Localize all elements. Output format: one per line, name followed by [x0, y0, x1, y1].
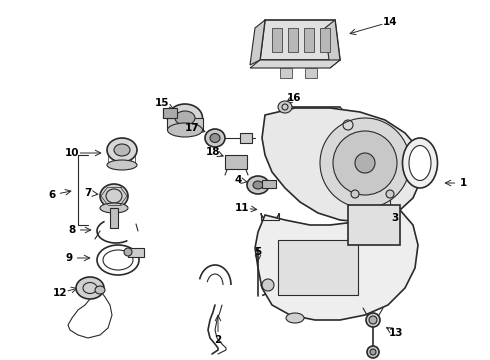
Ellipse shape: [253, 181, 263, 189]
Bar: [128, 248, 144, 257]
Bar: [240, 133, 252, 143]
Ellipse shape: [107, 138, 137, 162]
Ellipse shape: [124, 248, 132, 256]
Bar: [110, 208, 118, 228]
Bar: [163, 108, 177, 118]
Bar: [288, 28, 298, 52]
Ellipse shape: [100, 184, 128, 208]
Ellipse shape: [114, 144, 130, 156]
Ellipse shape: [333, 131, 397, 195]
Ellipse shape: [370, 349, 376, 355]
Polygon shape: [262, 108, 422, 222]
Polygon shape: [250, 60, 340, 68]
Ellipse shape: [402, 138, 438, 188]
Bar: [262, 180, 276, 188]
Ellipse shape: [100, 203, 128, 213]
Text: 13: 13: [389, 328, 403, 338]
Bar: [278, 240, 358, 295]
Text: 16: 16: [287, 93, 301, 103]
Text: 11: 11: [235, 203, 249, 213]
Bar: [304, 28, 314, 52]
Polygon shape: [325, 20, 340, 68]
Bar: [280, 68, 292, 78]
Text: 9: 9: [66, 253, 73, 263]
Polygon shape: [260, 20, 340, 60]
Ellipse shape: [320, 118, 410, 208]
Ellipse shape: [76, 277, 104, 299]
Text: 3: 3: [392, 213, 399, 223]
Bar: [225, 155, 247, 169]
Ellipse shape: [95, 286, 105, 294]
Polygon shape: [167, 118, 203, 130]
Ellipse shape: [286, 313, 304, 323]
Ellipse shape: [210, 134, 220, 143]
Text: 15: 15: [155, 98, 169, 108]
Text: 6: 6: [49, 190, 56, 200]
Polygon shape: [255, 210, 418, 320]
Ellipse shape: [409, 145, 431, 180]
Ellipse shape: [168, 123, 202, 137]
Ellipse shape: [247, 176, 269, 194]
Text: 2: 2: [215, 335, 221, 345]
Ellipse shape: [369, 316, 377, 324]
Text: 4: 4: [234, 175, 242, 185]
Polygon shape: [250, 20, 265, 65]
Text: 8: 8: [69, 225, 75, 235]
Text: 18: 18: [206, 147, 220, 157]
Ellipse shape: [107, 160, 137, 170]
Ellipse shape: [205, 129, 225, 147]
Ellipse shape: [367, 346, 379, 358]
Ellipse shape: [366, 313, 380, 327]
Text: 7: 7: [84, 188, 92, 198]
Text: 5: 5: [254, 247, 262, 257]
Text: 1: 1: [460, 178, 466, 188]
Ellipse shape: [262, 279, 274, 291]
Text: 14: 14: [383, 17, 397, 27]
Text: 17: 17: [185, 123, 199, 133]
Bar: [305, 68, 317, 78]
Ellipse shape: [175, 111, 195, 125]
Bar: [320, 28, 330, 52]
Ellipse shape: [278, 101, 292, 113]
Ellipse shape: [386, 190, 394, 198]
Ellipse shape: [355, 153, 375, 173]
Ellipse shape: [168, 104, 202, 132]
Text: 10: 10: [65, 148, 79, 158]
Bar: [348, 205, 400, 245]
Text: 12: 12: [53, 288, 67, 298]
Bar: [272, 28, 282, 52]
Ellipse shape: [351, 190, 359, 198]
